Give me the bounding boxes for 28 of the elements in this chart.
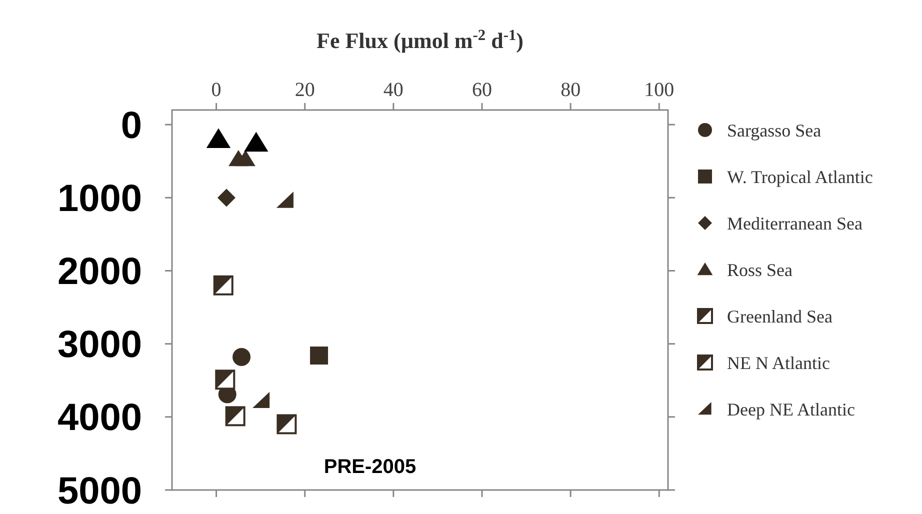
point: [252, 392, 270, 408]
legend-label: Mediterranean Sea: [727, 213, 862, 234]
y-tick-label: 3000: [57, 324, 142, 366]
legend-label: Sargasso Sea: [727, 120, 822, 140]
legend-label: NE N Atlantic: [727, 352, 830, 373]
legend-label: Ross Sea: [727, 260, 793, 280]
x-tick-label: 80: [560, 79, 581, 101]
point: [310, 346, 328, 365]
x-tick-label: 100: [644, 79, 674, 101]
point: [206, 128, 231, 148]
legend-label: Deep NE Atlantic: [727, 399, 855, 420]
y-tick-label: 2000: [57, 251, 142, 294]
point: [276, 192, 294, 208]
point: [236, 150, 256, 166]
y-tick-label: 4000: [57, 397, 142, 440]
point: [232, 348, 251, 366]
x-tick-label: 0: [211, 79, 222, 101]
x-axis-title: Fe Flux (µmol m$^{-2}$ d$^{-1}$): [316, 26, 524, 53]
legend-label: Greenland Sea: [727, 306, 832, 326]
annotation: PRE-2005: [324, 456, 416, 478]
x-tick-label: 20: [294, 79, 315, 101]
x-tick-label: 40: [383, 79, 404, 101]
y-tick-label: 5000: [57, 470, 142, 512]
point: [244, 132, 268, 152]
y-tick-label: 1000: [57, 178, 142, 220]
x-tick-label: 60: [472, 79, 492, 101]
legend-label: W. Tropical Atlantic: [727, 166, 873, 187]
point: [217, 188, 236, 207]
